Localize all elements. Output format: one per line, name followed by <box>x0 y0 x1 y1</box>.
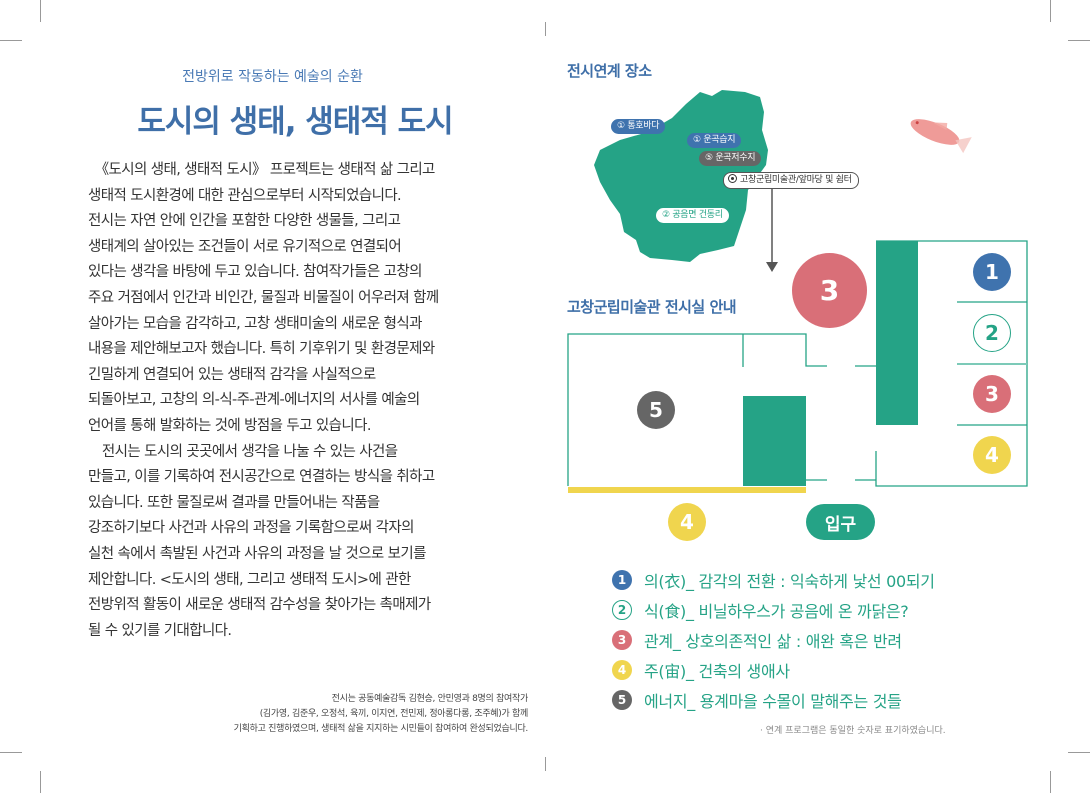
marker-2: 2 <box>973 314 1011 352</box>
entrance-label: 입구 <box>806 504 875 540</box>
legend-number-2: 2 <box>612 600 632 620</box>
map-label-museum-text: 고창군립미술관/앞마당 및 쉼터 <box>740 175 852 185</box>
body-line: 만들고, 이를 기록하여 전시공간으로 연결하는 방식을 취하고 <box>88 469 435 486</box>
body-line: 긴밀하게 연결되어 있는 생태적 감각을 사실적으로 <box>88 366 376 383</box>
yellow-wall-strip <box>568 487 806 493</box>
map-heading: 전시연계 장소 <box>567 62 652 80</box>
body-line: 살아가는 모습을 감각하고, 고창 생태미술의 새로운 형식과 <box>88 315 422 332</box>
legend-item: 4 주(宙)_ 건축의 생애사 <box>612 658 790 682</box>
credits-line: 전시는 공동예술감독 김현승, 안민영과 8명의 참여작가 <box>331 694 529 704</box>
body-line: 생태계의 살아있는 조건들이 서로 유기적으로 연결되어 <box>88 238 402 255</box>
marker-4-bottom: 4 <box>668 503 706 541</box>
location-arrow-head <box>766 262 778 272</box>
legend-text: 주(宙)_ 건축의 생애사 <box>644 662 790 681</box>
crop-mark <box>40 0 41 22</box>
legend-number-1: 1 <box>612 570 632 590</box>
legend-item: 2 식(食)_ 비닐하우스가 공음에 온 까닭은? <box>612 598 909 622</box>
credits-line: 기획하고 진행하였으며, 생태적 삶을 지지하는 시민들이 참여하여 완성되었습… <box>233 724 529 734</box>
body-line: 전방위적 활동이 새로운 생태적 감수성을 찾아가는 촉매제가 <box>88 597 431 614</box>
legend-item: 5 에너지_ 용계마을 수몰이 말해주는 것들 <box>612 688 902 712</box>
floor-plan-heading: 고창군립미술관 전시실 안내 <box>567 298 737 316</box>
body-line: 전시는 자연 안에 인간을 포함한 다양한 생물들, 그리고 <box>88 213 401 230</box>
crop-mark <box>0 40 22 41</box>
crop-mark <box>1050 771 1051 793</box>
marker-3: 3 <box>973 375 1011 413</box>
crop-mark <box>1068 752 1090 753</box>
fish-illustration <box>910 119 972 154</box>
map-label-ungok-wetland: ① 운곡습지 <box>687 133 742 148</box>
crop-mark <box>545 757 546 771</box>
body-line: 실천 속에서 촉발된 사건과 사유의 과정을 날 것으로 보기를 <box>88 545 426 562</box>
map-label-museum: 고창군립미술관/앞마당 및 쉼터 <box>723 172 859 189</box>
body-line: 있다는 생각을 바탕에 두고 있습니다. 참여작가들은 고창의 <box>88 264 422 281</box>
subtitle: 전방위로 작동하는 예술의 순환 <box>182 69 363 85</box>
marker-1: 1 <box>973 253 1011 291</box>
body-line: 강조하기보다 사건과 사유의 과정을 기록함으로써 각자의 <box>88 520 414 537</box>
legend-number-5: 5 <box>612 690 632 710</box>
body-line: 언어를 통해 발화하는 것에 방점을 두고 있습니다. <box>88 417 371 434</box>
body-line: 《도시의 생태, 생태적 도시》 프로젝트는 생태적 삶 그리고 <box>88 162 436 178</box>
body-line: 전시는 도시의 곳곳에서 생각을 나눌 수 있는 사건을 <box>88 443 398 460</box>
body-line: 있습니다. 또한 물질로써 결과를 만들어내는 작품을 <box>88 494 380 511</box>
crop-mark <box>1068 40 1090 41</box>
crop-mark <box>0 752 22 753</box>
body-line: 제안합니다. <도시의 생태, 그리고 생태적 도시>에 관한 <box>88 571 411 588</box>
crop-mark <box>545 22 546 36</box>
legend-text: 관계_ 상호의존적인 삶 : 애완 혹은 반려 <box>644 632 902 651</box>
target-icon <box>728 174 737 183</box>
body-line: 생태적 도시환경에 대한 관심으로부터 시작되었습니다. <box>88 187 402 204</box>
wall-block <box>876 241 918 425</box>
crop-mark <box>1050 0 1051 22</box>
marker-5: 5 <box>637 391 675 429</box>
legend-number-4: 4 <box>612 660 632 680</box>
marker-4: 4 <box>973 436 1011 474</box>
marker-3-large: 3 <box>792 253 867 328</box>
legend-item: 3 관계_ 상호의존적인 삶 : 애완 혹은 반려 <box>612 628 902 652</box>
body-line: 될 수 있기를 기대합니다. <box>88 622 232 639</box>
body-line: 주요 거점에서 인간과 비인간, 물질과 비물질이 어우러져 함께 <box>88 289 439 306</box>
crop-mark <box>40 771 41 793</box>
floor-plan-walls <box>567 240 1028 487</box>
legend-note: · 연계 프로그램은 동일한 숫자로 표기하였습니다. <box>760 726 946 736</box>
credits-line: (김가영, 김준우, 오정석, 육끼, 이지연, 전민제, 정아롱다롱, 조주혜… <box>259 709 529 719</box>
map-label-ungok-reservoir: ⑤ 운곡저수지 <box>699 151 762 166</box>
body-line: 되돌아보고, 고창의 의-식-주-관계-에너지의 서사를 예술의 <box>88 392 420 409</box>
legend-text: 에너지_ 용계마을 수몰이 말해주는 것들 <box>644 692 902 711</box>
map-label-gongeum: ② 공음면 건동리 <box>656 208 729 223</box>
legend-item: 1 의(衣)_ 감각의 전환 : 익숙하게 낯선 00되기 <box>612 568 935 592</box>
legend-number-3: 3 <box>612 630 632 650</box>
credits: 전시는 공동예술감독 김현승, 안민영과 8명의 참여작가 (김가영, 김준우,… <box>120 692 529 737</box>
body-text: 《도시의 생태, 생태적 도시》 프로젝트는 생태적 삶 그리고 생태적 도시환… <box>88 158 508 644</box>
legend-text: 의(衣)_ 감각의 전환 : 익숙하게 낯선 00되기 <box>644 572 935 591</box>
page-title: 도시의 생태, 생태적 도시 <box>137 104 453 140</box>
body-line: 내용을 제안해보고자 했습니다. 특히 기후위기 및 환경문제와 <box>88 341 435 358</box>
wall-block <box>743 396 806 486</box>
legend-text: 식(食)_ 비닐하우스가 공음에 온 까닭은? <box>644 602 909 621</box>
map-label-tongho: ① 통호바다 <box>611 119 666 134</box>
